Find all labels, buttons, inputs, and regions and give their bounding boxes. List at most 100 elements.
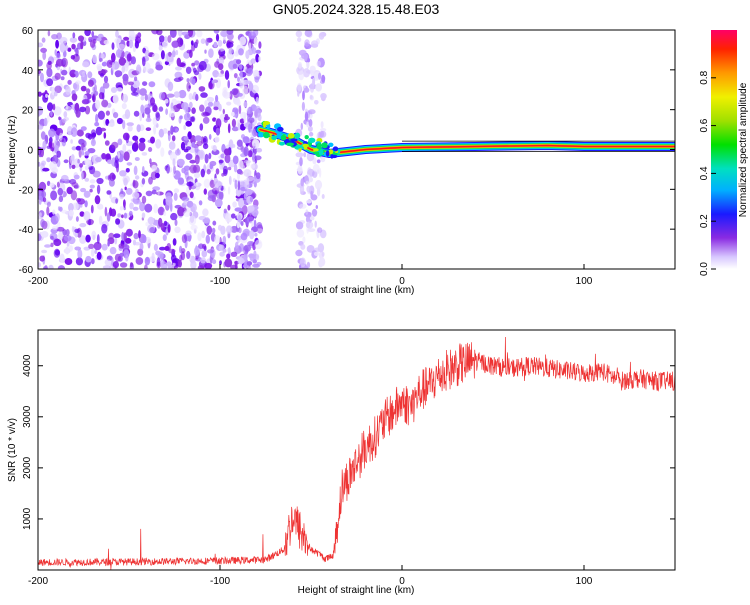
spectrogram-xlabel: Height of straight line (km) — [298, 285, 415, 296]
spectrogram-noise-blob — [212, 259, 217, 265]
spectrogram-noise-blob — [237, 122, 241, 131]
spectrogram-noise-blob — [92, 54, 97, 64]
snr-ytick-label: 1000 — [22, 507, 33, 530]
spectrogram-noise-blob — [117, 151, 121, 159]
spectrogram-noise-blob — [42, 167, 50, 172]
spectrogram-noise-blob — [307, 167, 312, 174]
spectrogram-noise-blob — [104, 206, 108, 217]
spectrogram-noise-blob — [38, 59, 43, 67]
spectrogram-noise-blob — [214, 198, 223, 208]
spectrogram-noise-blob — [252, 47, 257, 55]
spectrogram-signal-cell — [328, 149, 334, 155]
spectrogram-noise-blob — [56, 226, 65, 232]
spectrogram-noise-blob — [108, 232, 115, 240]
spectrogram-noise-blob — [93, 90, 99, 96]
spectrogram-noise-blob — [164, 246, 170, 251]
spectrogram-noise-blob — [100, 40, 103, 45]
spectrogram-noise-blob — [96, 251, 102, 260]
spectrogram-noise-blob — [54, 90, 58, 97]
spectrogram-noise-blob — [128, 39, 134, 49]
spectrogram-noise-blob — [172, 262, 176, 267]
spectrogram-noise-blob — [240, 221, 244, 226]
spectrogram-noise-blob — [116, 38, 119, 49]
spectrogram-noise-blob — [96, 37, 102, 42]
spectrogram-noise-blob — [42, 51, 47, 60]
spectrogram-noise-blob — [236, 99, 241, 107]
spectrogram-noise-blob — [204, 49, 207, 54]
spectrogram-noise-blob — [51, 34, 58, 40]
spectrogram-noise-blob — [85, 132, 91, 139]
spectrogram-noise-blob — [164, 36, 168, 42]
spectrogram-noise-blob — [144, 49, 150, 57]
spectrogram-signal-cell — [257, 132, 265, 138]
spectrogram-noise-blob — [233, 163, 238, 173]
spectrogram-noise-blob — [215, 127, 221, 136]
spectrogram-ytick-label: -20 — [19, 185, 34, 196]
spectrogram-noise-blob — [177, 259, 182, 268]
spectrogram-noise-blob — [103, 40, 110, 45]
spectrogram-noise-blob — [38, 42, 44, 48]
spectrogram-noise-blob — [228, 47, 234, 55]
spectrogram-noise-blob — [118, 57, 127, 66]
spectrogram-noise-blob — [310, 40, 319, 48]
spectrogram-noise-blob — [83, 146, 87, 151]
spectrogram-noise-blob — [82, 71, 85, 78]
spectrogram-noise-blob — [243, 192, 248, 200]
spectrogram-noise-blob — [107, 122, 115, 127]
snr-frame — [37, 329, 676, 571]
spectrogram-noise-blob — [84, 200, 88, 208]
spectrogram-noise-blob — [191, 78, 196, 85]
spectrogram-noise-blob — [115, 198, 118, 204]
spectrogram-signal-cell — [271, 135, 278, 140]
spectrogram-noise-blob — [226, 225, 233, 234]
spectrogram-noise-blob — [76, 129, 84, 137]
spectrogram-noise-blob — [221, 172, 225, 177]
colorbar-tick-label: 0.4 — [699, 166, 710, 180]
spectrogram-noise-blob — [38, 70, 42, 74]
spectrogram-noise-blob — [295, 221, 304, 230]
spectrogram-noise-blob — [159, 246, 166, 251]
spectrogram-noise-blob — [110, 87, 118, 93]
spectrogram-noise-blob — [132, 180, 139, 189]
spectrogram-noise-blob — [59, 36, 68, 44]
spectrogram-noise-blob — [88, 166, 93, 171]
spectrogram-noise-blob — [167, 131, 171, 142]
spectrogram-noise-blob — [39, 255, 45, 262]
spectrogram-ytick-label: -60 — [19, 265, 34, 276]
spectrogram-noise-blob — [240, 78, 244, 83]
spectrogram-noise-blob — [183, 124, 187, 131]
spectrogram-noise-blob — [130, 262, 133, 268]
spectrogram-noise-blob — [224, 70, 230, 80]
spectrogram-noise-blob — [134, 157, 140, 161]
spectrogram-noise-blob — [155, 112, 161, 122]
spectrogram-noise-blob — [55, 52, 61, 59]
spectrogram-noise-blob — [111, 141, 119, 149]
spectrogram-noise-blob — [315, 205, 318, 209]
spectrogram-noise-blob — [255, 49, 261, 54]
spectrogram-noise-blob — [38, 91, 42, 97]
spectrogram-noise-blob — [144, 94, 149, 101]
spectrogram-noise-blob — [171, 135, 176, 142]
spectrogram-noise-blob — [96, 234, 100, 244]
spectrogram-noise-blob — [203, 217, 211, 226]
spectrogram-noise-blob — [44, 265, 48, 269]
spectrogram-noise-blob — [103, 132, 107, 139]
spectrogram-noise-blob — [84, 30, 91, 37]
spectrogram-noise-blob — [132, 206, 139, 211]
spectrogram-noise-blob — [78, 35, 84, 42]
spectrogram-noise-blob — [202, 208, 209, 217]
spectrogram-noise-blob — [59, 206, 63, 212]
spectrogram-noise-blob — [308, 119, 313, 127]
spectrogram-noise-blob — [223, 165, 228, 175]
spectrogram-noise-blob — [206, 225, 213, 235]
spectrogram-noise-blob — [212, 117, 217, 122]
spectrogram-noise-blob — [101, 99, 109, 108]
spectrogram-noise-blob — [241, 165, 245, 169]
spectrogram-noise-blob — [47, 60, 52, 65]
snr-ytick-label: 2000 — [22, 456, 33, 479]
spectrogram-noise-blob — [321, 251, 325, 257]
spectrogram-noise-blob — [189, 191, 194, 199]
spectrogram-noise-blob — [42, 140, 47, 150]
spectrogram-noise-blob — [297, 61, 303, 69]
spectrogram-noise-blob — [305, 180, 309, 186]
